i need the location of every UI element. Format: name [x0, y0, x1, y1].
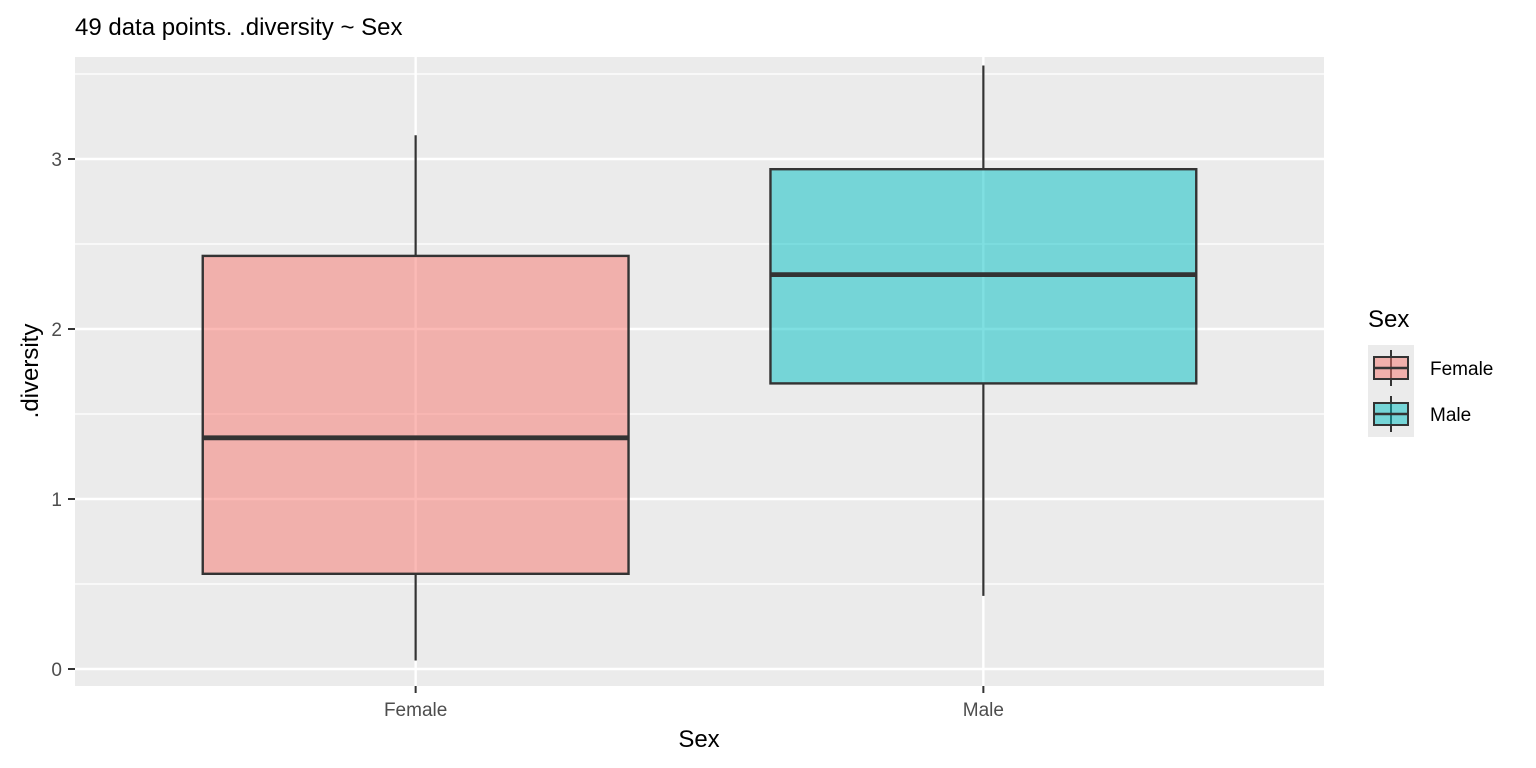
x-axis: Female Male: [384, 686, 1004, 721]
boxes: [201, 65, 1198, 661]
chart-title: 49 data points. .diversity ~ Sex: [75, 14, 403, 41]
box-body: [201, 254, 630, 575]
legend-label: Male: [1430, 405, 1471, 426]
legend-key-female: Female: [1373, 350, 1493, 386]
y-tick-label: 1: [51, 490, 62, 511]
y-axis-label: .diversity: [17, 324, 44, 419]
legend: Sex Female Male: [1368, 306, 1493, 437]
x-tick-label: Male: [963, 700, 1004, 721]
box-female: [201, 135, 630, 661]
y-axis: 0 1 2 3: [51, 150, 75, 681]
x-axis-label: Sex: [678, 726, 719, 753]
box-male: [769, 65, 1198, 596]
y-tick-label: 2: [51, 320, 62, 341]
legend-title: Sex: [1368, 306, 1409, 333]
legend-label: Female: [1430, 359, 1493, 380]
y-tick-label: 3: [51, 150, 62, 171]
y-tick-label: 0: [51, 660, 62, 681]
x-tick-label: Female: [384, 700, 447, 721]
legend-key-male: Male: [1373, 396, 1471, 432]
